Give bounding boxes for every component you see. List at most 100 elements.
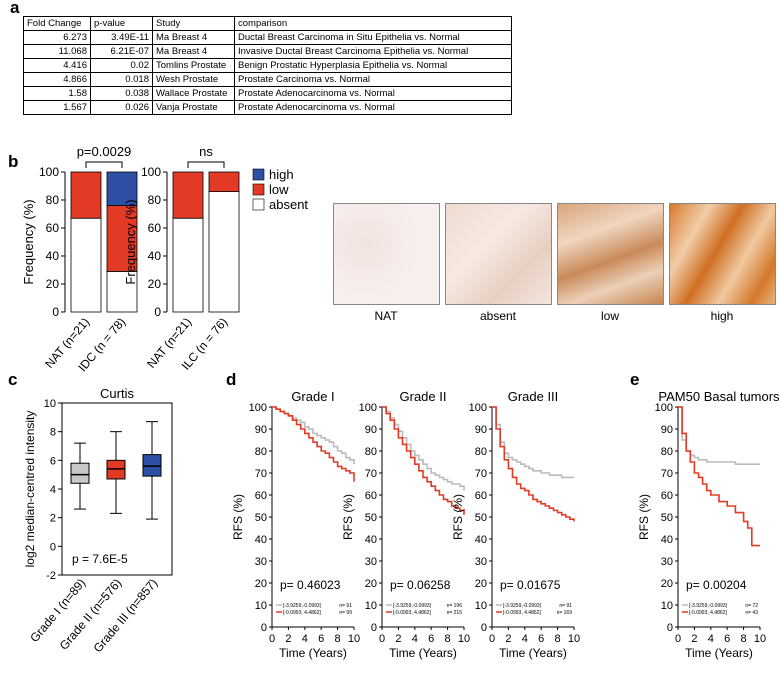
cell-study: Wallace Prostate — [152, 86, 235, 101]
x-tick-label: 0 — [269, 633, 275, 645]
table-row: 1.58 0.038 Wallace Prostate Prostate Adenoc… — [23, 86, 512, 101]
y-tick-label: 0 — [371, 622, 377, 634]
legend-label-low: [-3.9259,-0.0993) — [503, 603, 542, 609]
bar-segment-absent — [208, 191, 240, 313]
legend-label-absent: absent — [269, 197, 308, 212]
bar-segment-low — [106, 205, 138, 272]
y-tick-label: 80 — [46, 193, 60, 207]
cell-comparison: Invasive Ductal Breast Carcinoma Epithel… — [234, 44, 512, 59]
plot-frame — [61, 402, 173, 576]
x-tick-label: 8 — [741, 633, 747, 645]
header-fold-change: Fold Change — [23, 16, 91, 31]
cell-p-value: 6.21E-07 — [90, 44, 153, 59]
cell-fold-change: 1.58 — [23, 86, 91, 101]
x-tick-label: 6 — [318, 633, 324, 645]
x-tick-label: 8 — [555, 633, 561, 645]
legend-n-high: n= 169 — [557, 610, 573, 616]
cell-comparison: Benign Prostatic Hyperplasia Epithelia v… — [234, 58, 512, 73]
y-tick-label: 0 — [261, 622, 267, 634]
panel-label-e: e — [630, 370, 640, 389]
y-tick-label: 50 — [475, 512, 487, 524]
legend-n-high: n= 215 — [447, 610, 463, 616]
cell-comparison: Prostate Carcinoma vs. Normal — [234, 72, 512, 87]
x-tick-label: 2 — [285, 633, 291, 645]
chart-title: PAM50 Basal tumors — [658, 389, 779, 404]
y-tick-label: 50 — [661, 512, 673, 524]
y-tick-label: 60 — [475, 490, 487, 502]
micrograph-absent — [445, 203, 552, 305]
y-tick-label: 30 — [255, 556, 267, 568]
y-axis-label: Frequency (%) — [21, 199, 36, 284]
x-tick-label: 0 — [379, 633, 385, 645]
panel-label-a: a — [10, 0, 20, 17]
y-tick-label: 20 — [475, 578, 487, 590]
legend-n-low: n= 72 — [745, 603, 758, 609]
legend-label-high: high — [269, 167, 294, 182]
legend-swatch-low — [252, 183, 265, 196]
x-tick-label: 10 — [568, 633, 580, 645]
x-category-label: Grade III (n=857) — [91, 576, 161, 655]
y-tick-label: 0 — [52, 305, 59, 319]
cell-comparison: Prostate Adenocarcinoma vs. Normal — [234, 100, 512, 115]
y-tick-label: 80 — [255, 446, 267, 458]
p-value-label: p= 0.06258 — [390, 578, 451, 592]
p-value-label: p= 0.01675 — [500, 578, 561, 592]
p-value-label: p= 0.46023 — [280, 578, 341, 592]
cell-fold-change: 11.068 — [23, 44, 91, 59]
cell-study: Ma Breast 4 — [152, 44, 235, 59]
y-tick-label: 90 — [365, 424, 377, 436]
x-tick-label: 6 — [538, 633, 544, 645]
bar-segment-low — [70, 171, 102, 219]
cell-fold-change: 4.416 — [23, 58, 91, 73]
legend-label-low: low — [269, 182, 289, 197]
x-axis-label: Time (Years) — [685, 646, 753, 660]
cell-p-value: 0.018 — [90, 72, 153, 87]
y-axis-label: RFS (%) — [341, 494, 355, 540]
y-tick-label: 20 — [255, 578, 267, 590]
cell-study: Ma Breast 4 — [152, 30, 235, 45]
header-study: Study — [152, 16, 235, 31]
y-tick-label: 100 — [655, 402, 673, 414]
y-tick-label: 30 — [365, 556, 377, 568]
x-tick-label: 6 — [428, 633, 434, 645]
x-tick-label: 2 — [395, 633, 401, 645]
y-tick-label: 40 — [148, 249, 162, 263]
legend-label-low: [-3.9259,-0.0993) — [393, 603, 432, 609]
y-tick-label: 40 — [46, 249, 60, 263]
x-axis-label: Time (Years) — [389, 646, 457, 660]
legend-swatch-absent — [252, 198, 265, 211]
y-tick-label: 20 — [661, 578, 673, 590]
significance-bracket — [187, 161, 225, 168]
survival-curve-low — [272, 406, 355, 465]
y-tick-label: 90 — [475, 424, 487, 436]
y-tick-label: 80 — [661, 446, 673, 458]
cell-study: Vanja Prostate — [152, 100, 235, 115]
y-tick-label: 70 — [475, 468, 487, 480]
survival-curve-low — [492, 406, 574, 479]
bar-segment-absent — [70, 217, 102, 313]
cell-p-value: 0.026 — [90, 100, 153, 115]
y-tick-label: 90 — [255, 424, 267, 436]
legend-swatch-high — [252, 168, 265, 181]
table-header-row: Fold Change p-value Study comparison — [23, 16, 512, 31]
y-tick-label: 60 — [255, 490, 267, 502]
bar-segment-absent — [106, 270, 138, 313]
micrograph-high — [669, 203, 776, 305]
x-tick-label: 6 — [724, 633, 730, 645]
x-tick-label: 2 — [505, 633, 511, 645]
significance-label: ns — [199, 144, 213, 159]
y-tick-label: 20 — [148, 277, 162, 291]
x-axis-label: Time (Years) — [499, 646, 567, 660]
chart-title: Grade III — [508, 389, 559, 404]
x-tick-label: 10 — [458, 633, 470, 645]
panel-label-b: b — [8, 152, 19, 171]
x-tick-label: 0 — [675, 633, 681, 645]
legend-n-high: n= 43 — [745, 610, 758, 616]
x-tick-label: 2 — [691, 633, 697, 645]
y-tick-label: 100 — [249, 402, 267, 414]
survival-curve-low — [382, 406, 465, 491]
survival-curve-high — [678, 406, 760, 547]
cell-fold-change: 1.567 — [23, 100, 91, 115]
y-tick-label: 30 — [661, 556, 673, 568]
